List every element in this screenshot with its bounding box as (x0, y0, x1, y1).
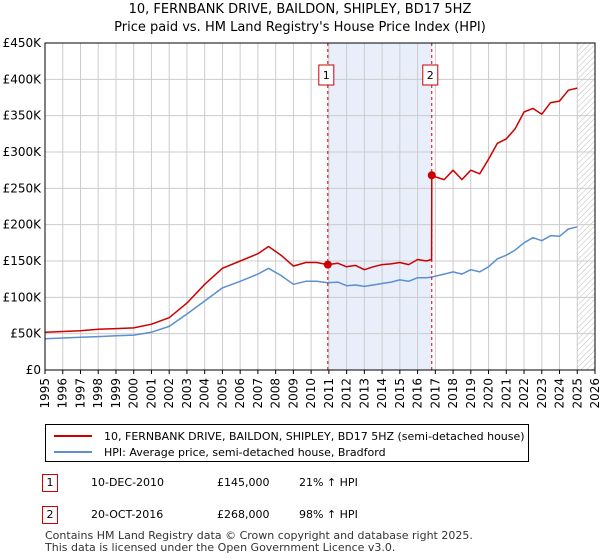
sale-date: 20-OCT-2016 (91, 508, 164, 521)
y-tick-label: £250K (3, 181, 43, 195)
footer-licence: This data is licensed under the Open Gov… (45, 541, 396, 554)
x-tick-label: 2008 (269, 378, 283, 409)
x-tick-label: 1996 (56, 378, 70, 409)
legend-swatch-hpi (54, 451, 92, 453)
x-tick-label: 2018 (446, 378, 460, 409)
x-tick-label: 2017 (428, 378, 442, 409)
y-tick-label: £50K (10, 327, 42, 341)
title-line-2: Price paid vs. HM Land Registry's House … (114, 20, 486, 35)
y-tick-label: £150K (3, 254, 43, 268)
hpi-line (44, 226, 578, 340)
sale-point (323, 260, 332, 269)
sale-price: £268,000 (217, 508, 270, 521)
x-tick-label: 2025 (570, 378, 584, 409)
sale-point (427, 171, 436, 180)
x-tick-label: 2007 (251, 378, 265, 409)
footer: Contains HM Land Registry data © Crown c… (45, 530, 473, 554)
sale-price: £145,000 (217, 476, 270, 489)
sale-marker-badge (318, 64, 335, 86)
x-tick-label: 2024 (553, 378, 567, 409)
sale-badge: 2 (42, 506, 58, 524)
x-tick-label: 2016 (411, 378, 425, 409)
x-tick-label: 1997 (73, 378, 87, 409)
y-tick-label: £350K (3, 109, 43, 123)
plot-frame (44, 42, 596, 371)
sale-period-highlight (327, 43, 432, 370)
x-tick-label: 2014 (375, 378, 389, 409)
legend-swatch-property (54, 435, 92, 437)
chart-title: 10, FERNBANK DRIVE, BAILDON, SHIPLEY, BD… (0, 1, 600, 37)
y-tick-label: £300K (3, 145, 43, 159)
legend-item-property: 10, FERNBANK DRIVE, BAILDON, SHIPLEY, BD… (54, 428, 525, 444)
x-tick-label: 2015 (393, 378, 407, 409)
title-line-1: 10, FERNBANK DRIVE, BAILDON, SHIPLEY, BD… (128, 2, 472, 17)
x-tick-label: 2003 (180, 378, 194, 409)
x-tick-label: 2023 (535, 378, 549, 409)
x-tick-label: 1998 (91, 378, 105, 409)
legend: 10, FERNBANK DRIVE, BAILDON, SHIPLEY, BD… (45, 424, 529, 462)
x-tick-label: 2013 (357, 378, 371, 409)
sale-row: 2 20-OCT-2016 £268,000 98% ↑ HPI (42, 506, 462, 526)
price-chart: 1 2 £0 £50K £100K £150K £200K £250K £300K £350K £… (3, 36, 600, 409)
legend-label-property: 10, FERNBANK DRIVE, BAILDON, SHIPLEY, BD… (104, 429, 525, 443)
x-tick-label: 2006 (233, 378, 247, 409)
plot-area (45, 43, 595, 370)
x-tick-label: 1999 (109, 378, 123, 409)
y-tick-label: £200K (3, 218, 43, 232)
legend-item-hpi: HPI: Average price, semi-detached house,… (54, 444, 386, 460)
sale-marker-label: 1 (323, 69, 330, 82)
x-tick-label: 2001 (144, 378, 158, 409)
x-tick-label: 2019 (464, 378, 478, 409)
y-tick-label: £400K (3, 72, 43, 86)
sale-marker-label: 2 (427, 69, 434, 82)
sale-marker-badge (422, 64, 439, 86)
x-tick-label: 2020 (482, 378, 496, 409)
sale-hpi-change: 21% ↑ HPI (299, 476, 358, 489)
y-tick-label: £100K (3, 290, 43, 304)
x-tick-label: 1995 (38, 378, 52, 409)
future-hatch-region (577, 43, 595, 370)
property-price-line (44, 87, 578, 333)
x-tick-label: 2005 (215, 378, 229, 409)
y-tick-label: £450K (3, 36, 43, 50)
x-tick-label: 2021 (499, 378, 513, 409)
x-tick-label: 2011 (322, 378, 336, 409)
sale-row: 1 10-DEC-2010 £145,000 21% ↑ HPI (42, 474, 462, 494)
x-tick-label: 2009 (286, 378, 300, 409)
x-tick-label: 2026 (588, 378, 600, 409)
y-tick-label: £0 (26, 363, 41, 377)
x-tick-label: 2022 (517, 378, 531, 409)
sale-badge: 1 (42, 474, 58, 492)
footer-copyright: Contains HM Land Registry data © Crown c… (45, 529, 473, 542)
x-tick-label: 2010 (304, 378, 318, 409)
sale-hpi-change: 98% ↑ HPI (299, 508, 358, 521)
x-tick-label: 2000 (127, 378, 141, 409)
x-tick-label: 2004 (198, 378, 212, 409)
sale-date: 10-DEC-2010 (91, 476, 165, 489)
x-tick-label: 2002 (162, 378, 176, 409)
legend-label-hpi: HPI: Average price, semi-detached house,… (104, 445, 386, 459)
x-tick-label: 2012 (340, 378, 354, 409)
